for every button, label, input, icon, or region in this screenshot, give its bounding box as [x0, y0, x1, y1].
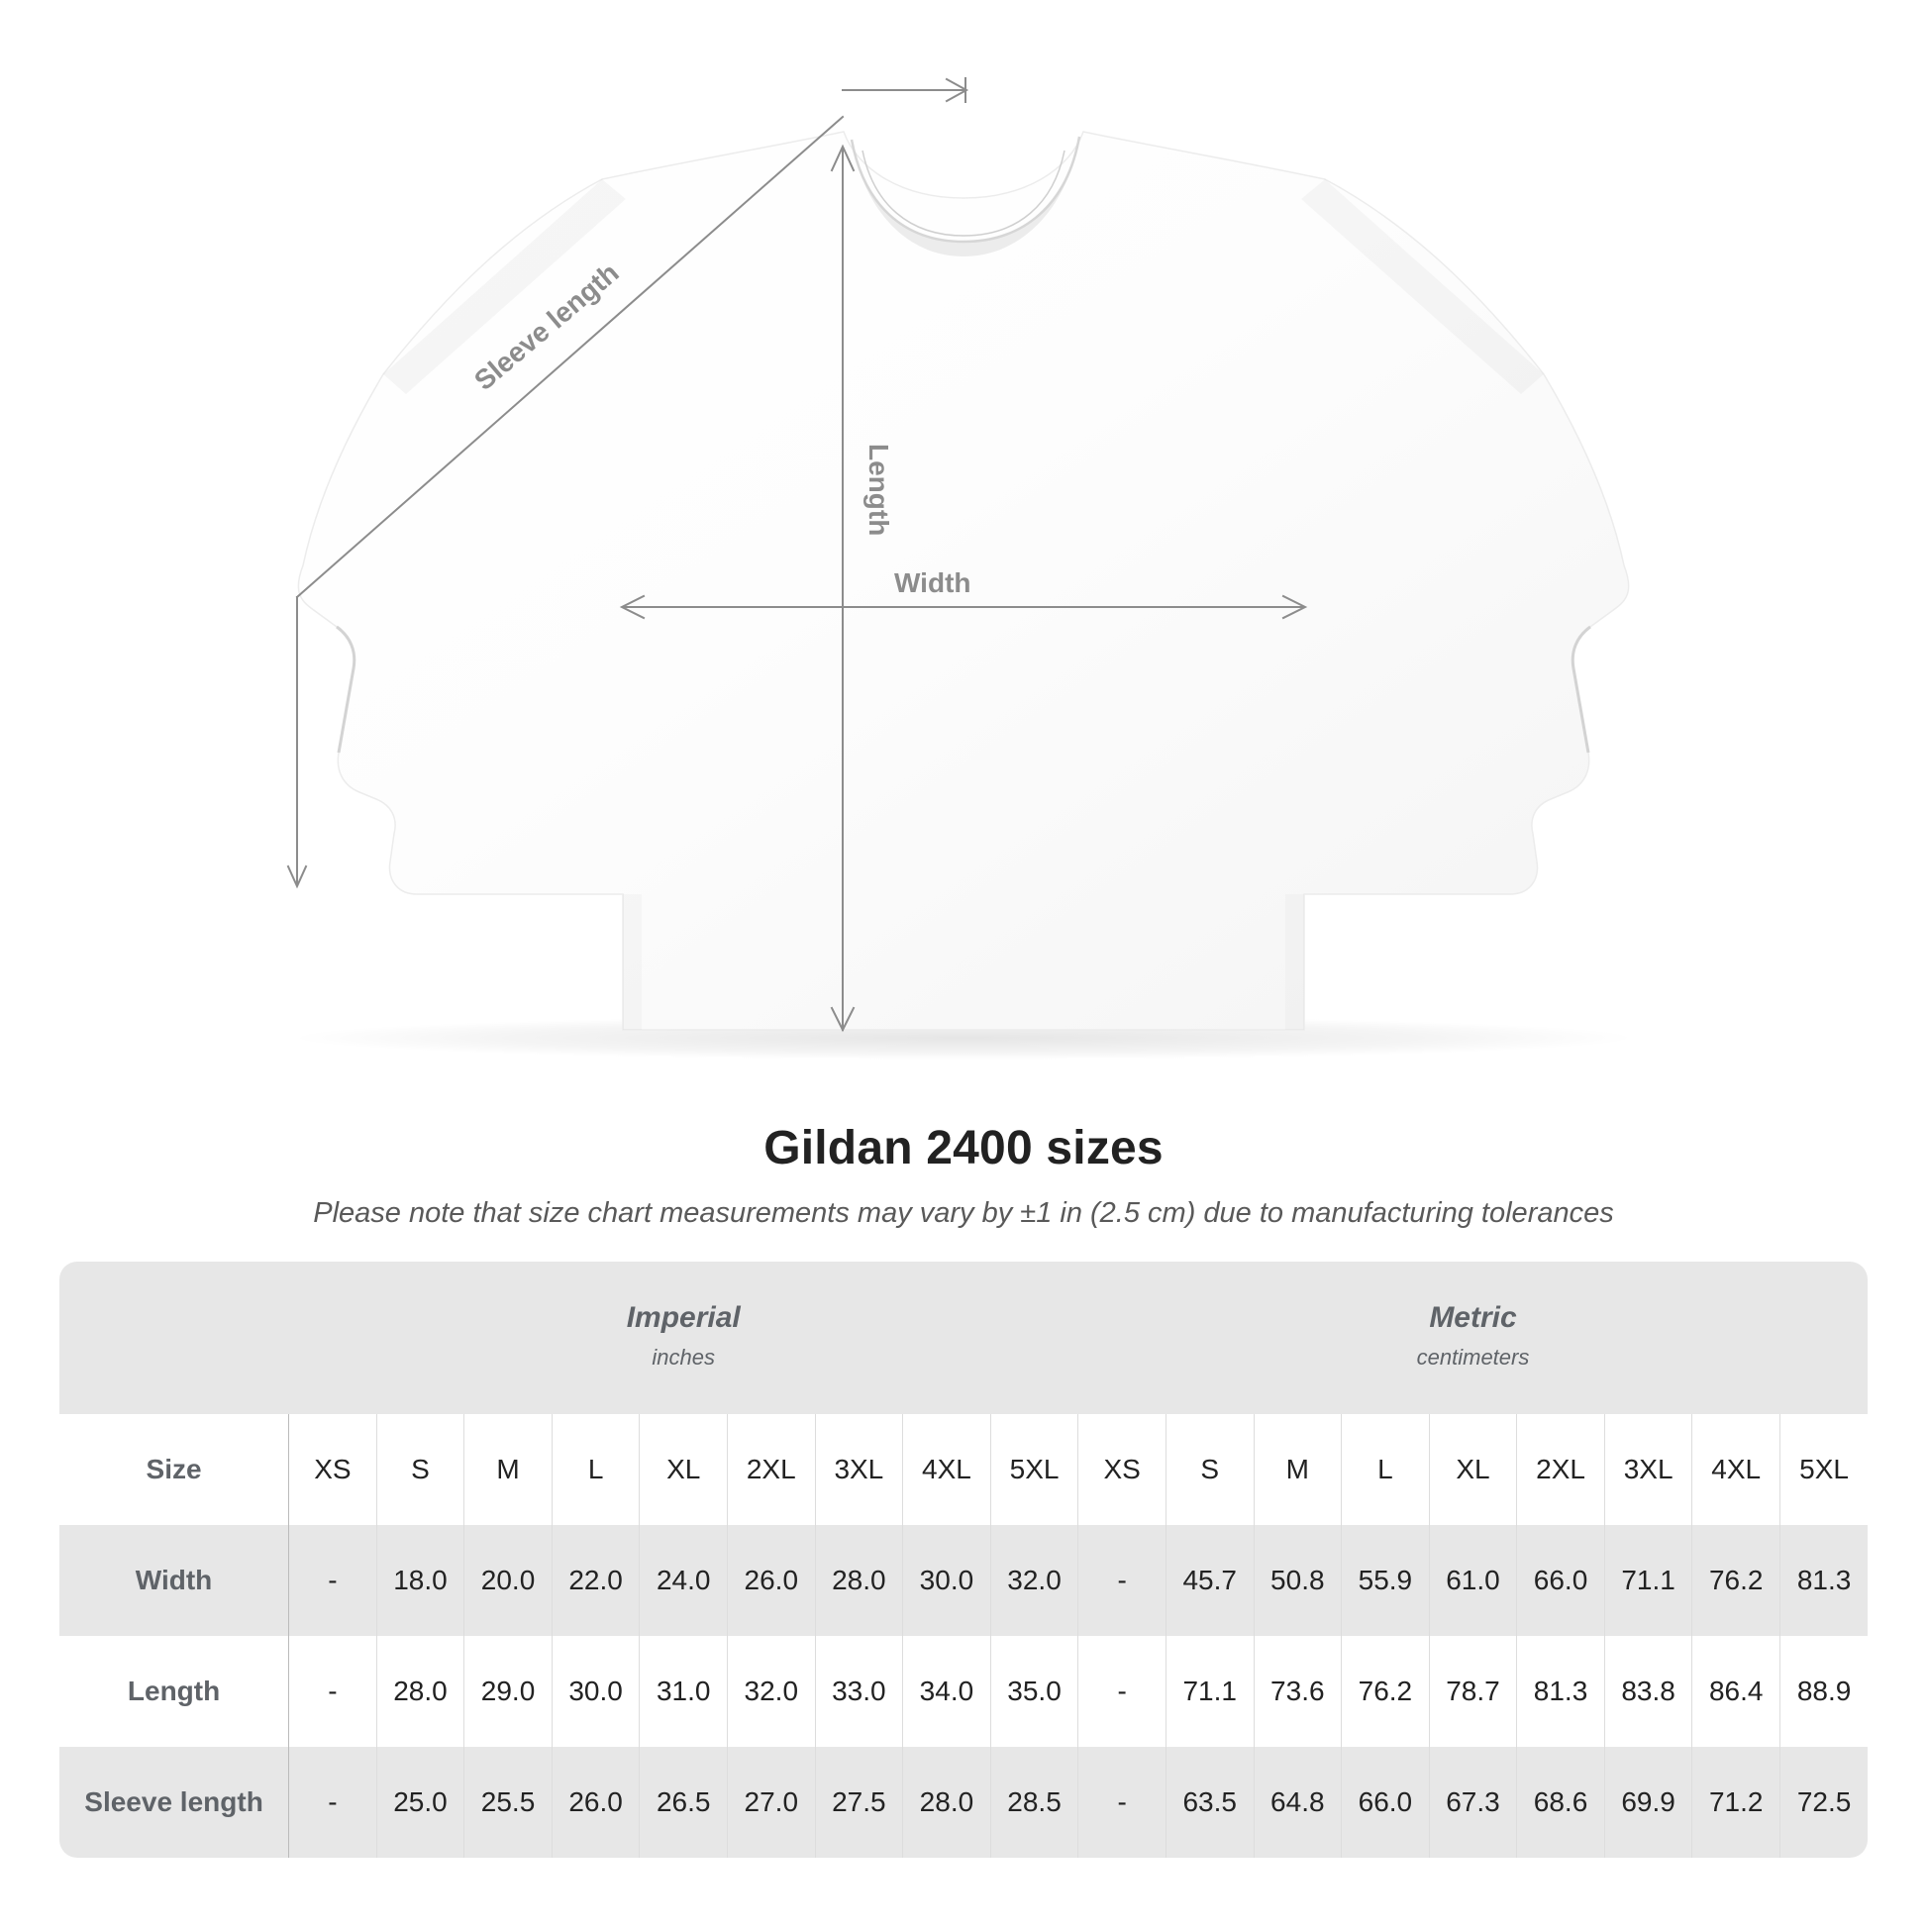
svg-text:Width: Width — [894, 567, 971, 598]
svg-text:Length: Length — [863, 444, 894, 536]
